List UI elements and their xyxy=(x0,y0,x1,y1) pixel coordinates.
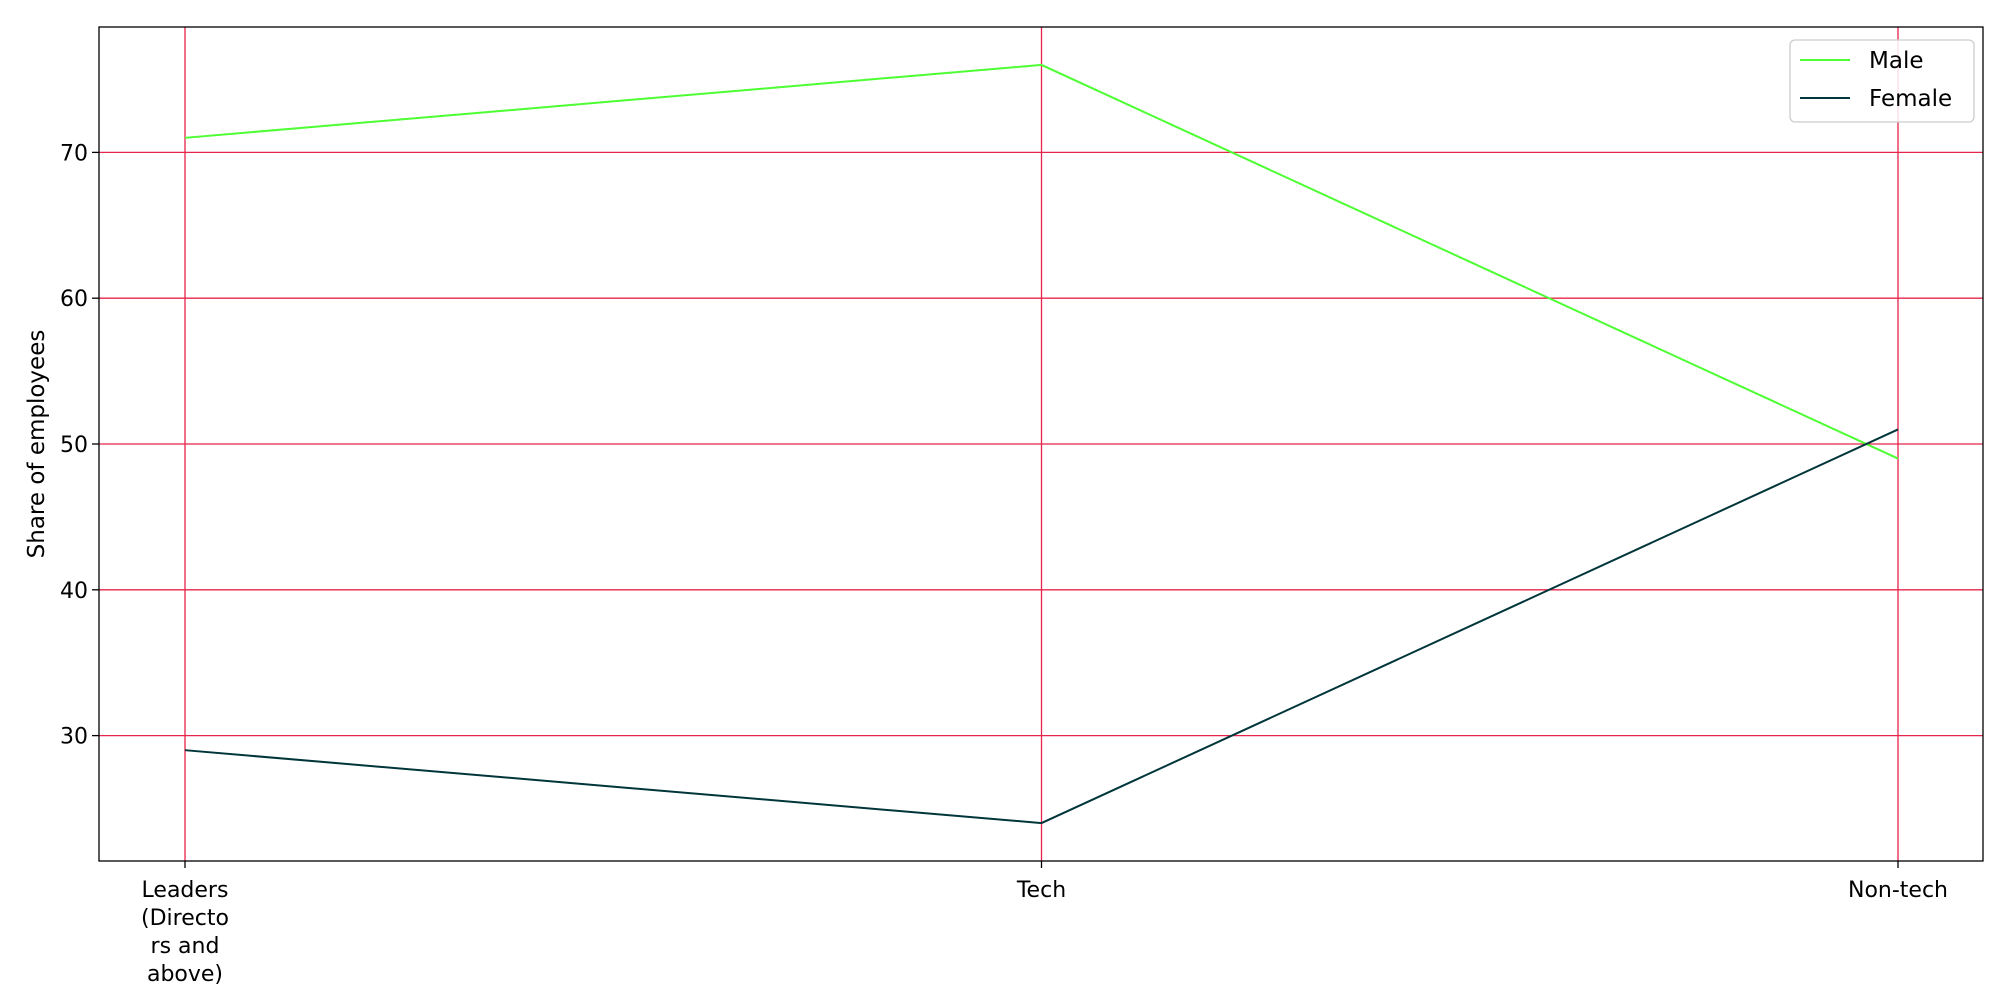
x-tick-label: Tech xyxy=(1016,878,1066,903)
y-tick-label: 70 xyxy=(60,141,88,166)
series-lines xyxy=(184,63,1899,825)
y-tick-label: 30 xyxy=(60,725,88,750)
legend-label: Male xyxy=(1869,48,1923,74)
grid-lines xyxy=(99,27,1983,861)
series-line-female xyxy=(184,428,1899,825)
y-tick-label: 40 xyxy=(60,579,88,604)
y-axis-ticks: 30 40 50 60 70 xyxy=(60,141,99,750)
y-axis-title: Share of employees xyxy=(24,330,50,559)
x-tick-label: Leaders (Directo rs and above) xyxy=(141,878,229,987)
legend-label: Female xyxy=(1869,86,1952,112)
legend: Male Female xyxy=(1789,39,1975,123)
x-axis-ticks: Leaders (Directo rs and above) Tech Non-tech xyxy=(141,861,1948,987)
y-tick-label: 50 xyxy=(60,433,88,458)
x-tick-label: Non-tech xyxy=(1848,878,1948,903)
y-tick-label: 60 xyxy=(60,287,88,312)
series-line-male xyxy=(184,63,1899,460)
